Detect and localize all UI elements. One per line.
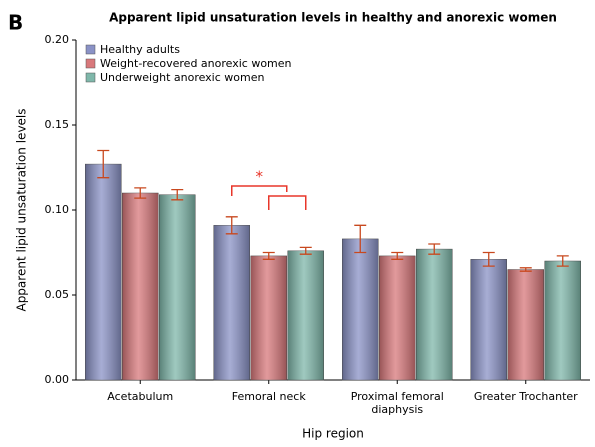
y-axis-label: Apparent lipid unsaturation levels bbox=[15, 108, 29, 311]
significance-bracket bbox=[268, 195, 307, 210]
bar bbox=[122, 192, 159, 381]
annotation: * bbox=[256, 168, 264, 186]
legend-swatch bbox=[85, 72, 96, 83]
bar bbox=[342, 238, 379, 381]
y-tick-label: 0.05 bbox=[45, 288, 70, 301]
x-tick-label: Greater Trochanter bbox=[473, 390, 578, 403]
significance-bracket bbox=[231, 185, 288, 196]
y-tick-label: 0.00 bbox=[45, 373, 70, 386]
error-bar bbox=[428, 243, 441, 255]
x-tick-label: Proximal femoral diaphysis bbox=[350, 390, 444, 416]
y-tick-label: 0.20 bbox=[45, 33, 70, 46]
legend-label: Underweight anorexic women bbox=[100, 71, 264, 84]
bar bbox=[250, 255, 287, 381]
legend-label: Healthy adults bbox=[100, 43, 180, 56]
bar bbox=[470, 259, 507, 381]
x-axis-label: Hip region bbox=[302, 427, 364, 441]
error-bar bbox=[97, 149, 110, 179]
legend-label: Weight-recovered anorexic women bbox=[100, 57, 292, 70]
y-tick-label: 0.15 bbox=[45, 118, 70, 131]
error-bar bbox=[134, 187, 147, 199]
bar bbox=[416, 248, 453, 381]
bar bbox=[159, 194, 196, 381]
error-bar bbox=[482, 251, 495, 267]
error-bar bbox=[171, 188, 184, 201]
bar bbox=[507, 269, 544, 381]
legend-swatch bbox=[85, 58, 96, 69]
legend-swatch bbox=[85, 44, 96, 55]
panel-label: B bbox=[8, 11, 23, 35]
error-bar bbox=[391, 251, 404, 260]
error-bar bbox=[556, 255, 569, 267]
x-tick-label: Femoral neck bbox=[231, 390, 306, 403]
x-tick-label: Acetabulum bbox=[107, 390, 174, 403]
bar bbox=[379, 255, 416, 381]
y-tick-label: 0.10 bbox=[45, 203, 70, 216]
error-bar bbox=[225, 216, 238, 235]
error-bar bbox=[354, 224, 367, 254]
error-bar bbox=[262, 251, 275, 260]
bar bbox=[287, 250, 324, 381]
bar bbox=[544, 260, 581, 381]
error-bar bbox=[299, 246, 312, 255]
bar bbox=[85, 163, 122, 381]
error-bar bbox=[519, 267, 532, 272]
bar bbox=[213, 225, 250, 381]
chart-title: Apparent lipid unsaturation levels in he… bbox=[109, 11, 557, 25]
